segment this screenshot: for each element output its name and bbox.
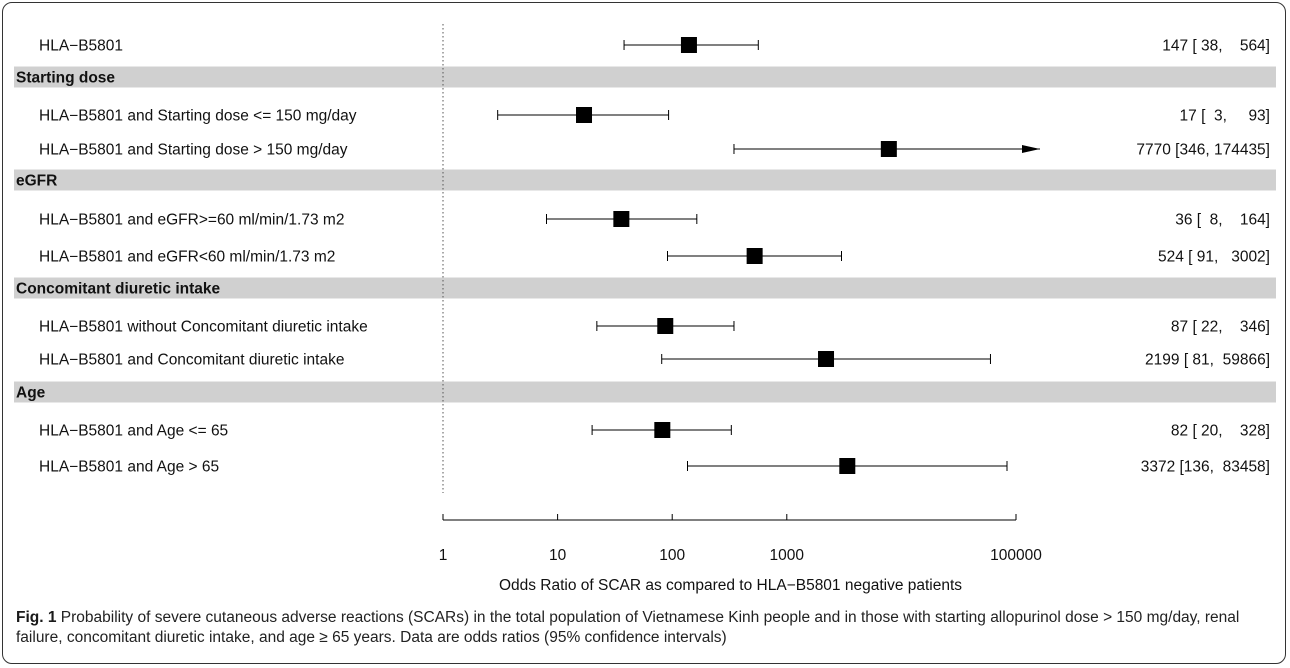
row-label: HLA−B5801 and eGFR>=60 ml/min/1.73 m2 [39, 212, 344, 229]
caption-fig-label: Fig. 1 [16, 609, 57, 626]
ci-arrow [1022, 145, 1040, 153]
row-label: HLA−B5801 and eGFR<60 ml/min/1.73 m2 [39, 249, 335, 266]
or-marker [613, 211, 630, 227]
odds-ratio-markers [576, 37, 897, 474]
row-label: HLA−B5801 without Concomitant diuretic i… [39, 319, 368, 336]
or-marker [654, 422, 671, 438]
x-axis: 1 10 100 1000 100000 Odds Ratio of SCAR as co… [439, 514, 1042, 594]
x-tick-label: 100 [659, 547, 685, 564]
or-marker [880, 141, 897, 157]
x-tick-label: 1 [439, 547, 448, 564]
row-label: HLA−B5801 and Starting dose <= 150 mg/da… [39, 108, 357, 125]
group-label: Age [16, 385, 46, 402]
row-labels: HLA−B5801 Starting dose HLA−B5801 and Star… [16, 38, 368, 476]
ci-text: 36 [ 8, 164] [1175, 212, 1270, 229]
or-marker [680, 37, 697, 53]
figure-caption: Fig. 1 Probability of severe cutaneous a… [16, 608, 1278, 648]
ci-text: 3372 [136, 83458] [1141, 459, 1270, 476]
x-tick-label: 100000 [990, 547, 1042, 564]
group-band [14, 169, 1276, 191]
ci-text: 87 [ 22, 346] [1171, 319, 1270, 336]
or-marker [657, 318, 674, 334]
row-label: HLA−B5801 and Age <= 65 [39, 423, 228, 440]
group-label: Concomitant diuretic intake [16, 281, 220, 298]
forest-plot: HLA−B5801 Starting dose HLA−B5801 and Star… [14, 24, 1276, 594]
ci-text: 82 [ 20, 328] [1171, 423, 1270, 440]
ci-text: 17 [ 3, 93] [1180, 108, 1270, 125]
group-label: Starting dose [16, 70, 115, 87]
row-label: HLA−B5801 and Starting dose > 150 mg/day [39, 142, 348, 159]
ci-texts: 147 [ 38, 564] 17 [ 3, 93] 7770 [346, 1744… [1136, 38, 1270, 476]
ci-text: 7770 [346, 174435] [1136, 142, 1270, 159]
x-tick-label: 10 [549, 547, 567, 564]
ci-text: 2199 [ 81, 59866] [1145, 352, 1270, 369]
or-marker [576, 107, 593, 123]
ci-text: 524 [ 91, 3002] [1158, 249, 1270, 266]
or-marker [818, 351, 835, 367]
row-label: HLA−B5801 [39, 38, 123, 55]
group-band [14, 381, 1276, 403]
group-band [14, 66, 1276, 88]
x-tick-label: 1000 [770, 547, 805, 564]
or-marker [839, 458, 856, 474]
group-band [14, 277, 1276, 299]
row-label: HLA−B5801 and Concomitant diuretic intak… [39, 352, 344, 369]
ci-text: 147 [ 38, 564] [1162, 38, 1270, 55]
group-bands [14, 66, 1276, 403]
x-axis-label: Odds Ratio of SCAR as compared to HLA−B5… [499, 577, 962, 594]
row-label: HLA−B5801 and Age > 65 [39, 459, 219, 476]
caption-text: Probability of severe cutaneous adverse … [16, 609, 1240, 646]
confidence-intervals [497, 40, 1040, 471]
group-label: eGFR [16, 173, 57, 190]
or-marker [746, 248, 763, 264]
